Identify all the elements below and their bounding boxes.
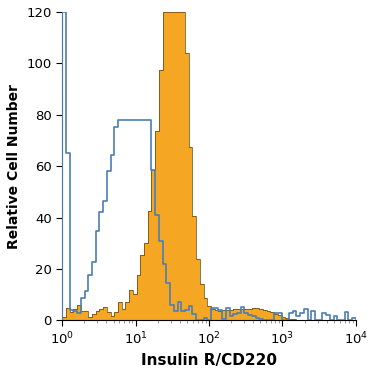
Y-axis label: Relative Cell Number: Relative Cell Number (7, 84, 21, 249)
X-axis label: Insulin R/CD220: Insulin R/CD220 (141, 353, 277, 368)
